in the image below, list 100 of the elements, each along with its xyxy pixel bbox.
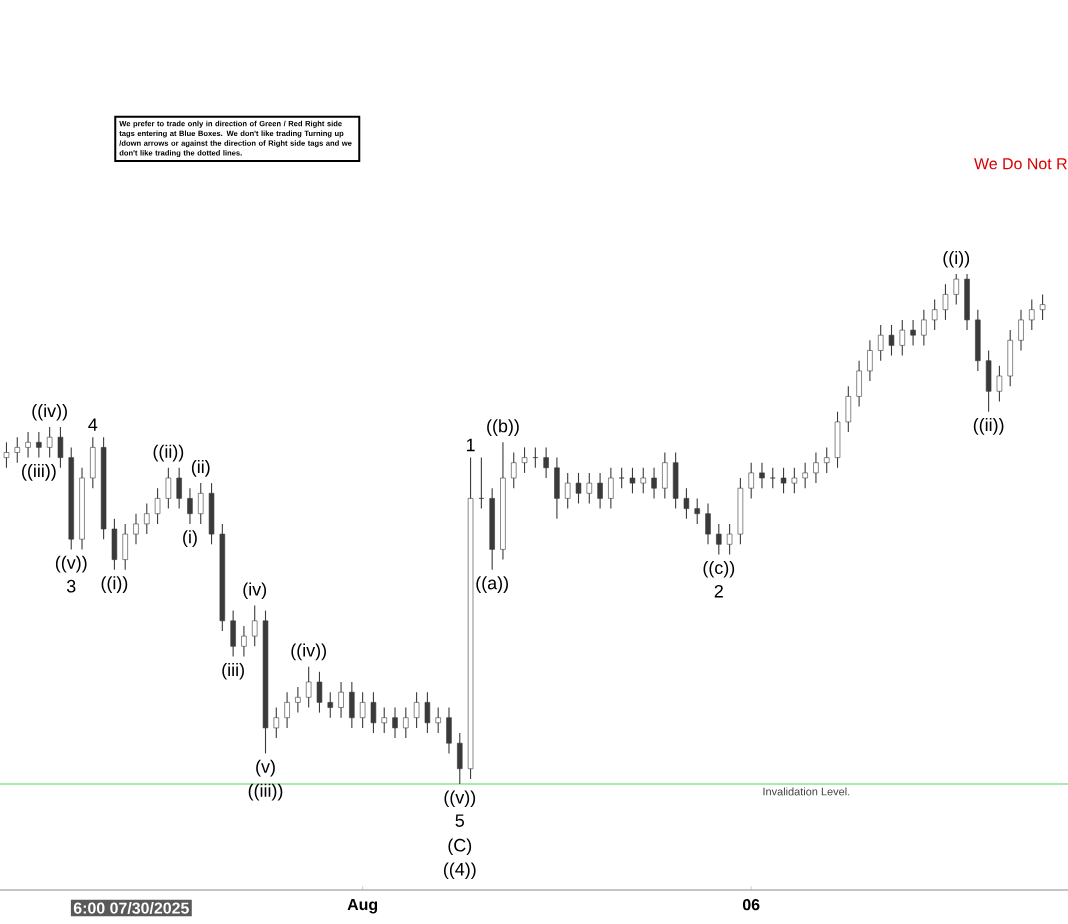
candlestick — [672, 451, 679, 510]
candlestick — [1007, 329, 1013, 387]
candlestick — [14, 436, 20, 464]
candlestick — [964, 273, 970, 331]
text: ((4)) — [443, 862, 476, 880]
annotation: ((i)) — [943, 250, 970, 268]
candlestick — [111, 518, 118, 571]
candlestick — [36, 431, 42, 459]
annotation: ((iii)) — [248, 783, 283, 801]
annotation: (iii) — [222, 662, 244, 680]
annotation: ((iv)) — [32, 403, 67, 421]
annotation: ((b)) — [487, 419, 519, 436]
candlestick — [327, 691, 333, 719]
candlestick — [877, 324, 884, 362]
candlestick — [975, 309, 981, 372]
candlestick — [1029, 298, 1035, 331]
candlestick — [208, 482, 215, 545]
candlestick — [295, 686, 301, 714]
candlestick — [273, 706, 280, 739]
candlestick — [791, 467, 798, 494]
annotation: ((v)) — [55, 555, 87, 573]
candlestick — [230, 610, 236, 658]
candlestick — [392, 706, 398, 739]
candlestick — [683, 487, 690, 520]
candlestick — [867, 339, 873, 382]
annotation: ((ii)) — [153, 444, 184, 462]
candlestick — [305, 666, 312, 709]
text: (C) — [448, 838, 472, 856]
candlestick — [521, 446, 528, 474]
candlestick — [608, 467, 614, 510]
candlestick — [284, 691, 290, 729]
candlestick — [359, 691, 366, 729]
candlestick — [1018, 309, 1024, 352]
candlestick — [241, 625, 247, 658]
candlestick — [899, 319, 906, 357]
candlestick — [985, 349, 992, 413]
candlestick — [133, 513, 139, 545]
candlestick — [694, 497, 700, 525]
candlestick — [3, 441, 10, 469]
candlestick — [996, 365, 1003, 403]
candlestick — [424, 691, 431, 734]
candlestick — [187, 487, 193, 525]
candlestick — [370, 691, 377, 734]
candlestick — [457, 732, 463, 785]
candlestick — [25, 431, 31, 459]
candlestick — [705, 502, 711, 545]
candlestick — [1039, 293, 1046, 321]
candlestick — [198, 482, 204, 525]
candlestick — [165, 467, 172, 510]
candlestick — [921, 309, 927, 346]
candlestick — [748, 462, 754, 499]
candlestick — [834, 411, 841, 469]
candlestick — [824, 446, 830, 474]
annotation: ((ii)) — [973, 418, 1004, 435]
candlestick — [144, 502, 150, 535]
annotation: ((iv)) — [291, 643, 326, 661]
candlestick — [802, 462, 808, 489]
candlestick — [338, 681, 344, 719]
annotation: 5 — [455, 814, 465, 827]
candlestick — [435, 706, 441, 734]
candlestick — [597, 472, 603, 510]
candlestick — [446, 706, 452, 754]
annotation: ((v)) — [444, 790, 476, 808]
candlestick — [780, 467, 787, 494]
candlestick — [154, 487, 161, 525]
candlestick — [813, 451, 819, 484]
candlestick — [737, 477, 744, 545]
candlestick — [90, 436, 96, 489]
candlestick — [856, 360, 862, 408]
annotation: 4 — [88, 418, 98, 431]
candlestick — [564, 472, 571, 510]
candlestick — [176, 467, 182, 510]
candlestick — [543, 446, 549, 479]
candlestick — [316, 671, 323, 714]
candlestick — [403, 706, 409, 739]
candlestick — [953, 273, 959, 306]
annotation: ((a)) — [476, 576, 508, 593]
candlestick — [511, 451, 517, 489]
candlestick — [381, 706, 387, 734]
candlestick — [251, 604, 258, 647]
candlestick — [46, 426, 53, 459]
annotation: 1 — [466, 438, 475, 452]
candlestick — [349, 681, 355, 729]
annotation: (v) — [256, 759, 275, 777]
candlestick — [629, 467, 636, 494]
annotation: ((i)) — [101, 576, 128, 593]
annotation: (iv) — [243, 582, 267, 600]
candlestick — [845, 385, 852, 433]
candlestick — [942, 283, 949, 321]
candlestick — [770, 467, 776, 489]
annotation: ((c)) — [703, 560, 735, 578]
candlestick — [888, 324, 895, 357]
annotation: ((iii)) — [22, 463, 56, 481]
candlestick — [651, 467, 657, 499]
candlestick — [554, 457, 560, 520]
candlestick — [640, 467, 646, 494]
annotation: 2 — [714, 584, 723, 598]
annotation: 3 — [66, 579, 76, 593]
candlestick — [910, 319, 916, 346]
candlestick — [662, 451, 668, 499]
